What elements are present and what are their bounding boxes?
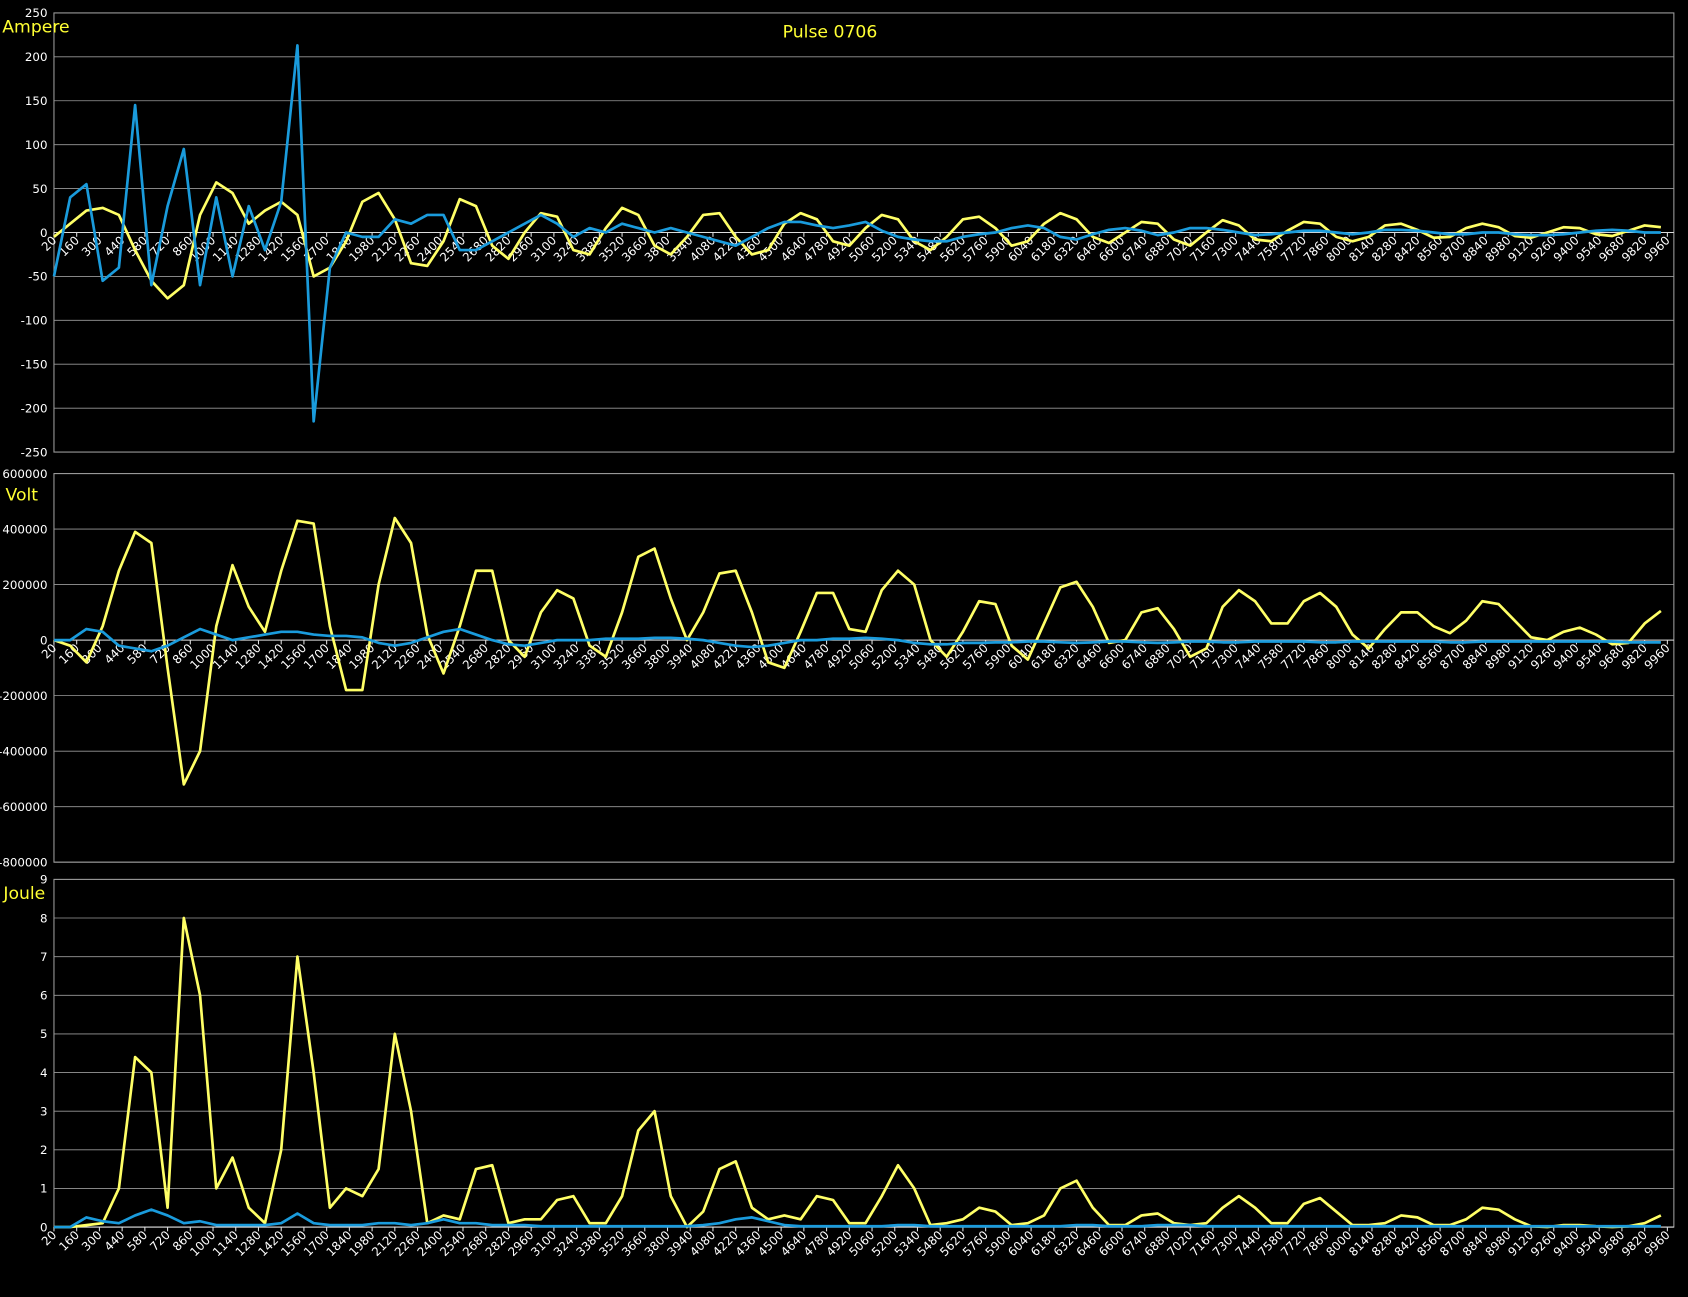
chart-title: Pulse 0706 (783, 23, 878, 43)
y-tick-label: 100 (25, 138, 48, 152)
x-tick-label: 160 (56, 1228, 82, 1254)
y-tick-label: -800000 (0, 855, 48, 869)
y-tick-label: 6 (40, 989, 48, 1003)
plot-frame (53, 878, 1675, 1228)
y-tick-label: 9 (40, 873, 48, 887)
series-line (53, 516, 1662, 786)
y-tick-label: 250 (25, 6, 48, 20)
x-tick-label: 300 (79, 641, 105, 667)
y-tick-label: 5 (40, 1027, 48, 1041)
series-line (53, 1208, 1661, 1229)
x-tick-label: 9960 (1642, 1228, 1673, 1259)
y-tick-label: 50 (32, 182, 47, 196)
y-tick-label: 200 (25, 50, 48, 64)
y-tick-label: 0 (40, 633, 48, 647)
y-tick-label: 4 (40, 1066, 48, 1080)
x-tick-label: 580 (124, 641, 150, 667)
y-tick-label: 3 (40, 1104, 48, 1118)
x-tick-label: 440 (102, 641, 128, 667)
y-axis-label: Ampere (2, 17, 69, 37)
y-tick-label: -200000 (0, 689, 48, 703)
y-tick-label: -200 (21, 401, 48, 415)
x-tick-label: 440 (102, 233, 128, 259)
y-tick-label: -600000 (0, 800, 48, 814)
y-tick-label: 0 (40, 1220, 48, 1234)
y-tick-label: -250 (21, 445, 48, 459)
series-line (52, 44, 1661, 423)
y-tick-label: 400000 (2, 522, 47, 536)
y-tick-label: 2 (40, 1143, 48, 1157)
y-tick-label: -150 (21, 358, 48, 372)
series-line (53, 181, 1662, 300)
series-line (53, 627, 1661, 653)
x-tick-label: 9960 (1642, 233, 1673, 264)
y-tick-label: 200000 (2, 578, 47, 592)
x-tick-label: 580 (124, 1228, 150, 1254)
plot-frame (53, 473, 1675, 863)
x-tick-label: 300 (79, 233, 105, 259)
x-tick-label: 9960 (1642, 641, 1673, 672)
y-tick-label: -100 (21, 314, 48, 328)
y-tick-label: 1 (40, 1182, 48, 1196)
y-tick-label: 0 (40, 226, 48, 240)
x-tick-label: 440 (102, 1228, 128, 1254)
y-tick-label: 8 (40, 911, 48, 925)
series-line (53, 916, 1662, 1229)
y-tick-label: 600000 (2, 467, 47, 481)
x-tick-label: 300 (79, 1228, 105, 1254)
y-tick-label: -400000 (0, 744, 48, 758)
y-axis-label: Joule (2, 884, 45, 904)
y-axis-label: Volt (6, 486, 39, 506)
y-tick-label: -50 (28, 270, 47, 284)
y-tick-label: 7 (40, 950, 48, 964)
x-tick-label: 720 (147, 1228, 173, 1254)
y-tick-label: 150 (25, 94, 48, 108)
